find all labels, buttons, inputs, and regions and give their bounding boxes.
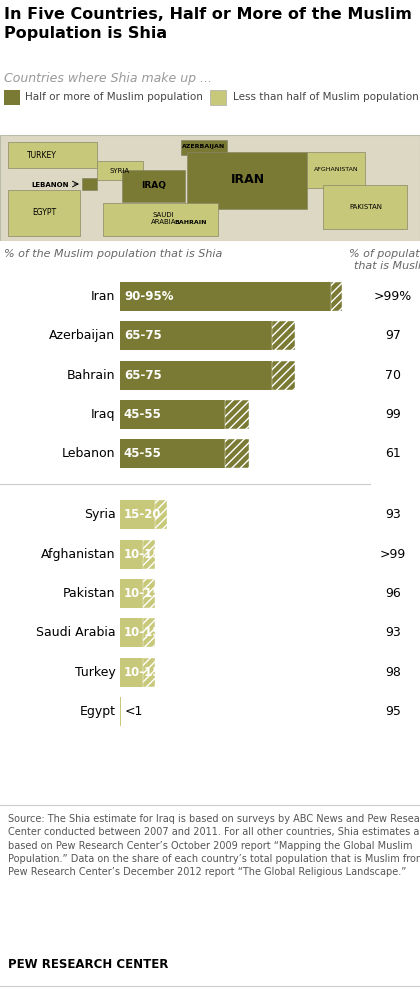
Text: Saudi Arabia: Saudi Arabia bbox=[36, 626, 116, 639]
Text: Pakistan: Pakistan bbox=[63, 587, 116, 600]
Bar bbox=[120, 618, 143, 647]
Bar bbox=[225, 400, 249, 429]
Text: Syria: Syria bbox=[84, 509, 116, 522]
Text: 99: 99 bbox=[385, 408, 401, 421]
Text: 95: 95 bbox=[385, 705, 401, 718]
Polygon shape bbox=[122, 170, 185, 203]
Bar bbox=[0, 134, 420, 240]
Polygon shape bbox=[307, 151, 365, 188]
Text: SAUDI
ARABIA: SAUDI ARABIA bbox=[151, 212, 176, 225]
Bar bbox=[120, 539, 143, 569]
Text: 45-55: 45-55 bbox=[124, 408, 162, 421]
Polygon shape bbox=[181, 139, 227, 155]
Bar bbox=[143, 539, 155, 569]
Text: 98: 98 bbox=[385, 666, 401, 679]
Bar bbox=[272, 321, 295, 351]
Polygon shape bbox=[323, 185, 407, 228]
Text: >99%: >99% bbox=[373, 289, 412, 303]
Text: 10-15: 10-15 bbox=[124, 587, 161, 600]
Text: >99: >99 bbox=[380, 547, 406, 561]
Text: <1: <1 bbox=[125, 705, 143, 718]
Polygon shape bbox=[97, 161, 143, 181]
Text: PAKISTAN: PAKISTAN bbox=[349, 204, 382, 209]
Text: 10-15: 10-15 bbox=[124, 626, 161, 639]
Text: 70: 70 bbox=[385, 369, 401, 381]
Text: 97: 97 bbox=[385, 329, 401, 342]
Text: Half or more of Muslim population: Half or more of Muslim population bbox=[25, 93, 203, 103]
Bar bbox=[120, 698, 121, 726]
Polygon shape bbox=[8, 142, 97, 168]
Text: AFGHANISTAN: AFGHANISTAN bbox=[314, 167, 358, 172]
Bar bbox=[120, 579, 143, 609]
Text: LEBANON: LEBANON bbox=[32, 182, 69, 189]
Text: IRAN: IRAN bbox=[231, 173, 265, 186]
Text: Iran: Iran bbox=[91, 289, 116, 303]
Text: % of population
that is Muslim: % of population that is Muslim bbox=[349, 249, 420, 271]
Text: 93: 93 bbox=[385, 626, 401, 639]
Bar bbox=[143, 618, 155, 647]
Text: PEW RESEARCH CENTER: PEW RESEARCH CENTER bbox=[8, 957, 169, 971]
Bar bbox=[155, 500, 167, 530]
Bar bbox=[120, 658, 143, 687]
Text: 15-20: 15-20 bbox=[124, 509, 161, 522]
Bar bbox=[225, 440, 249, 468]
Text: 90-95%: 90-95% bbox=[124, 289, 173, 303]
Text: SYRIA: SYRIA bbox=[110, 168, 130, 174]
Bar bbox=[120, 400, 225, 429]
Text: BAHRAIN: BAHRAIN bbox=[175, 220, 207, 225]
Polygon shape bbox=[187, 151, 307, 209]
Text: 93: 93 bbox=[385, 509, 401, 522]
Bar bbox=[331, 282, 342, 311]
Text: Azerbaijan: Azerbaijan bbox=[50, 329, 116, 342]
Bar bbox=[143, 579, 155, 609]
Text: In Five Countries, Half or More of the Muslim
Population is Shia: In Five Countries, Half or More of the M… bbox=[4, 7, 412, 41]
Text: 96: 96 bbox=[385, 587, 401, 600]
Text: Turkey: Turkey bbox=[75, 666, 116, 679]
Polygon shape bbox=[8, 190, 80, 236]
Text: Less than half of Muslim population: Less than half of Muslim population bbox=[233, 93, 419, 103]
Text: AZERBAIJAN: AZERBAIJAN bbox=[182, 144, 225, 149]
Text: 65-75: 65-75 bbox=[124, 329, 162, 342]
Text: Countries where Shia make up ...: Countries where Shia make up ... bbox=[4, 72, 212, 85]
Text: % of the Muslim population that is Shia: % of the Muslim population that is Shia bbox=[4, 249, 223, 259]
Bar bbox=[120, 282, 331, 311]
Bar bbox=[120, 500, 155, 530]
Bar bbox=[210, 90, 226, 105]
Polygon shape bbox=[82, 178, 97, 190]
Text: IRAQ: IRAQ bbox=[141, 181, 166, 190]
Text: 61: 61 bbox=[385, 448, 401, 460]
Bar bbox=[120, 321, 272, 351]
Text: 10-15: 10-15 bbox=[124, 666, 161, 679]
Text: Afghanistan: Afghanistan bbox=[41, 547, 116, 561]
Text: TURKEY: TURKEY bbox=[27, 150, 57, 160]
Text: Egypt: Egypt bbox=[79, 705, 116, 718]
Bar bbox=[120, 440, 225, 468]
Polygon shape bbox=[103, 204, 218, 236]
Bar bbox=[4, 90, 20, 105]
Bar bbox=[143, 658, 155, 687]
Text: Iraq: Iraq bbox=[91, 408, 116, 421]
Text: Source: The Shia estimate for Iraq is based on surveys by ABC News and Pew Resea: Source: The Shia estimate for Iraq is ba… bbox=[8, 814, 420, 877]
Bar bbox=[272, 361, 295, 389]
Text: 10-15: 10-15 bbox=[124, 547, 161, 561]
Text: 65-75: 65-75 bbox=[124, 369, 162, 381]
Polygon shape bbox=[174, 206, 187, 216]
Text: Bahrain: Bahrain bbox=[67, 369, 116, 381]
Bar bbox=[120, 361, 272, 389]
Text: EGYPT: EGYPT bbox=[32, 208, 56, 217]
Text: Lebanon: Lebanon bbox=[62, 448, 116, 460]
Text: 45-55: 45-55 bbox=[124, 448, 162, 460]
